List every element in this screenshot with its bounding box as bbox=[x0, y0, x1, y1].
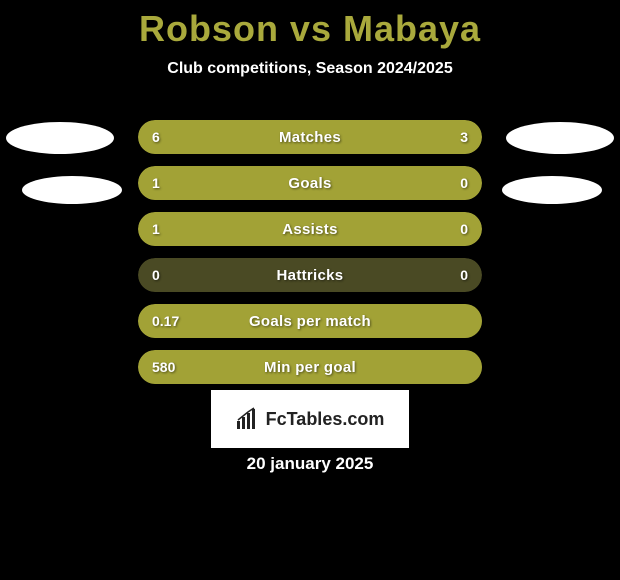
stat-value-right: 0 bbox=[460, 212, 468, 246]
stat-row: Goals1 0 bbox=[138, 166, 482, 200]
brand-logo: FcTables.com bbox=[211, 390, 409, 448]
page-subtitle: Club competitions, Season 2024/2025 bbox=[0, 60, 620, 78]
stat-row: Hattricks0 0 bbox=[138, 258, 482, 292]
stat-label: Hattricks bbox=[138, 258, 482, 292]
stat-value-left: 0.17 bbox=[152, 304, 179, 338]
stat-value-left: 6 bbox=[152, 120, 160, 154]
stat-label: Assists bbox=[138, 212, 482, 246]
stat-value-right: 0 bbox=[460, 166, 468, 200]
stat-rows: Matches63Goals10Assists10Hattricks00Goal… bbox=[138, 120, 482, 396]
fctables-icon bbox=[236, 407, 260, 431]
date-label: 20 january 2025 bbox=[0, 454, 620, 474]
stat-label: Min per goal bbox=[138, 350, 482, 384]
stat-value-left: 1 bbox=[152, 166, 160, 200]
stat-row: Matches6 3 bbox=[138, 120, 482, 154]
brand-logo-text: FcTables.com bbox=[266, 409, 385, 430]
stat-value-left: 580 bbox=[152, 350, 175, 384]
stat-value-right: 0 bbox=[460, 258, 468, 292]
decorative-ellipse-left-2 bbox=[22, 176, 122, 204]
stat-label: Matches bbox=[138, 120, 482, 154]
decorative-ellipse-right-2 bbox=[502, 176, 602, 204]
stat-row: Assists1 0 bbox=[138, 212, 482, 246]
stat-value-left: 0 bbox=[152, 258, 160, 292]
decorative-ellipse-right-1 bbox=[506, 122, 614, 154]
decorative-ellipse-left-1 bbox=[6, 122, 114, 154]
stat-value-left: 1 bbox=[152, 212, 160, 246]
stat-label: Goals bbox=[138, 166, 482, 200]
stat-label: Goals per match bbox=[138, 304, 482, 338]
stat-row: Min per goal580 bbox=[138, 350, 482, 384]
comparison-infographic: Robson vs Mabaya Club competitions, Seas… bbox=[0, 0, 620, 580]
stat-value-right: 3 bbox=[460, 120, 468, 154]
stat-row: Goals per match0.17 bbox=[138, 304, 482, 338]
page-title: Robson vs Mabaya bbox=[0, 0, 620, 50]
